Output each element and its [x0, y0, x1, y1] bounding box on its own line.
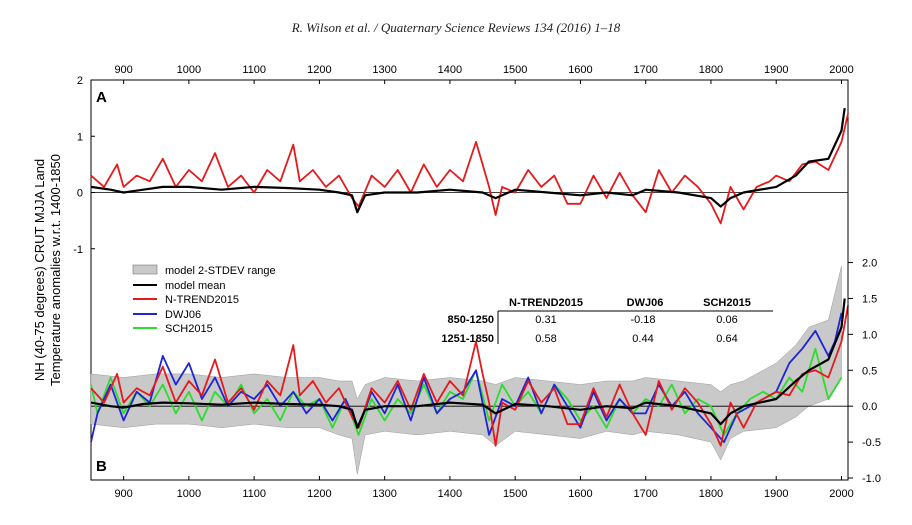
x-tick-label-top: 1200	[307, 64, 331, 76]
table-cell-1-sch: 0.06	[716, 314, 737, 326]
x-tick-label-top: 1900	[764, 64, 788, 76]
x-tick-label-bottom: 1200	[307, 488, 331, 500]
series-line-ntrend-panel-b	[90, 305, 849, 447]
y-tick-label-left: 1	[77, 131, 83, 143]
x-tick-label-top: 1000	[177, 64, 201, 76]
panel-label-b: B	[96, 458, 107, 475]
x-tick-label-top: 1100	[242, 64, 266, 76]
y-tick-label-right: 1.0	[862, 329, 877, 341]
series-line-dwj-panel-b	[90, 312, 843, 443]
x-tick-label-bottom: 1600	[568, 488, 592, 500]
y-tick-label-right: 0.0	[862, 401, 877, 413]
axis-layer: 900 900 1000 1000 1100 1100 1200 1200 1300 1300 14…	[73, 64, 881, 500]
legend-label-dwj: DWJ06	[165, 309, 201, 321]
journal-citation: R. Wilson et al. / Quaternary Science Re…	[291, 20, 621, 35]
x-tick-label-bottom: 900	[114, 488, 132, 500]
x-tick-label-bottom: 1900	[764, 488, 788, 500]
legend: model 2-STDEV range model mean N-TREND20…	[132, 264, 276, 335]
series-layer	[90, 107, 849, 447]
x-tick-label-bottom: 1400	[438, 488, 462, 500]
correlation-table: N-TREND2015 DWJ06 SCH2015 850-1250 0.31 …	[441, 297, 773, 345]
x-tick-label-bottom: 1100	[242, 488, 266, 500]
y-axis-label-line-2: Temperature anomalies w.r.t. 1400-1850	[48, 154, 63, 386]
y-tick-label-right: 0.5	[862, 365, 877, 377]
legend-label-ntrend: N-TREND2015	[165, 294, 239, 306]
x-tick-label-bottom: 1700	[633, 488, 657, 500]
x-tick-label-top: 1500	[503, 64, 527, 76]
table-cell-2-sch: 0.64	[716, 333, 737, 345]
table-col-header-dwj: DWJ06	[627, 297, 664, 309]
x-tick-label-top: 2000	[829, 64, 853, 76]
x-tick-label-top: 1600	[568, 64, 592, 76]
y-tick-label-right: 2.0	[862, 258, 877, 270]
x-tick-label-top: 1400	[438, 64, 462, 76]
x-tick-label-top: 1300	[372, 64, 396, 76]
table-row-label-1: 850-1250	[448, 314, 495, 326]
x-tick-label-top: 1800	[699, 64, 723, 76]
table-cell-2-dwj: 0.44	[632, 333, 653, 345]
table-cell-2-ntrend: 0.58	[535, 333, 556, 345]
y-axis-label-line-1: NH (40-75 degrees) CRUT MJJA Land	[32, 159, 47, 381]
legend-label-mean: model mean	[165, 280, 226, 292]
table-cell-1-ntrend: 0.31	[535, 314, 556, 326]
series-line-mean-panel-b	[90, 298, 846, 429]
y-tick-label-left: 0	[77, 188, 83, 200]
y-tick-label-left: -1	[73, 244, 83, 256]
baseline-layer	[91, 192, 848, 407]
y-tick-label-right: -0.5	[862, 437, 881, 449]
y-tick-label-left: 2	[77, 75, 83, 87]
x-tick-label-bottom: 1500	[503, 488, 527, 500]
legend-label-sch: SCH2015	[165, 323, 213, 335]
legend-swatch-band	[132, 264, 158, 275]
table-col-header-sch: SCH2015	[703, 297, 751, 309]
x-tick-label-bottom: 1000	[177, 488, 201, 500]
x-tick-label-bottom: 1300	[372, 488, 396, 500]
y-tick-label-right: 1.5	[862, 293, 877, 305]
series-line-sch-panel-b	[90, 347, 843, 436]
table-cell-1-dwj: -0.18	[630, 314, 655, 326]
table-row-label-2: 1251-1850	[441, 333, 494, 345]
series-line-ntrend-panel-a	[90, 113, 849, 225]
table-col-header-ntrend: N-TREND2015	[509, 297, 583, 309]
series-line-mean-panel-a	[90, 107, 846, 214]
panel-label-a: A	[96, 89, 107, 106]
y-tick-label-right: -1.0	[862, 473, 881, 485]
x-tick-label-top: 1700	[633, 64, 657, 76]
x-tick-label-bottom: 1800	[699, 488, 723, 500]
x-tick-label-bottom: 2000	[829, 488, 853, 500]
legend-label-band: model 2-STDEV range	[165, 265, 276, 277]
x-tick-label-top: 900	[114, 64, 132, 76]
